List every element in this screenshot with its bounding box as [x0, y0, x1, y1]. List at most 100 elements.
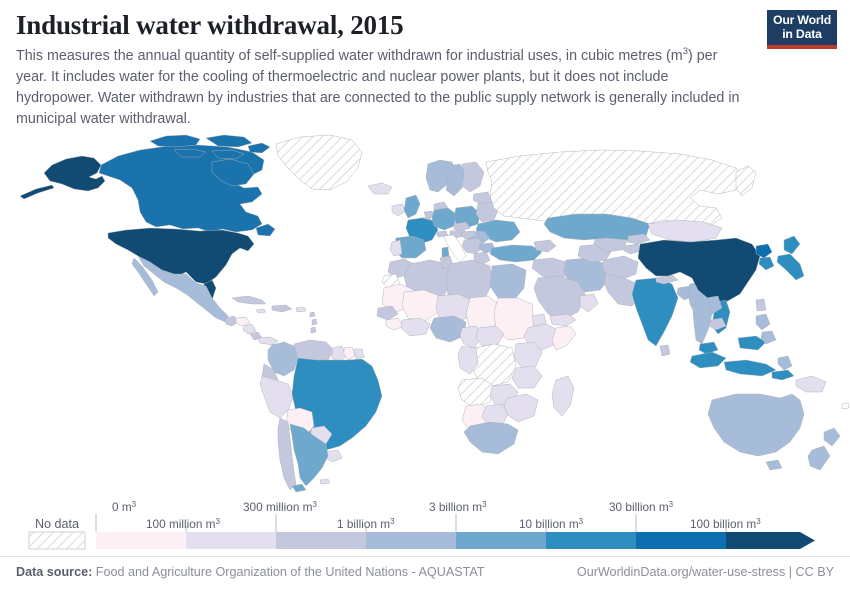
country-north-korea[interactable]	[755, 243, 773, 259]
country-india[interactable]	[631, 277, 679, 347]
attribution-link[interactable]: OurWorldinData.org/water-use-stress | CC…	[576, 565, 834, 579]
country-alaska[interactable]	[43, 155, 106, 192]
country-mali[interactable]	[401, 289, 441, 323]
legend-bin-5[interactable]	[546, 532, 636, 549]
country-colombia[interactable]	[267, 341, 299, 377]
country-french-guiana[interactable]	[353, 348, 365, 360]
country-somalia[interactable]	[551, 325, 577, 351]
country-greenland[interactable]	[275, 134, 363, 191]
legend-svg[interactable]: No data 0 m3 100 million m3 300 million …	[0, 496, 850, 552]
country-aleutians[interactable]	[19, 184, 55, 200]
country-italy[interactable]	[443, 234, 467, 263]
country-argentina[interactable]	[289, 423, 329, 487]
country-sri-lanka[interactable]	[659, 344, 671, 357]
country-philippines[interactable]	[755, 313, 777, 345]
country-tierra-del-fuego[interactable]	[291, 483, 307, 493]
country-united-kingdom[interactable]	[403, 194, 421, 219]
country-kamchatka[interactable]	[735, 165, 757, 197]
country-japan[interactable]	[776, 235, 805, 281]
country-australia[interactable]	[707, 393, 805, 457]
country-egypt[interactable]	[489, 263, 527, 301]
legend-no-data-swatch[interactable]	[28, 531, 86, 550]
country-senegal-guinea[interactable]	[376, 305, 399, 321]
country-fiji[interactable]	[841, 402, 850, 410]
country-nepal[interactable]	[655, 274, 679, 285]
country-sweden[interactable]	[445, 163, 467, 197]
map-legend[interactable]: No data 0 m3 100 million m3 300 million …	[0, 496, 850, 552]
country-jamaica[interactable]	[255, 308, 267, 314]
country-south-korea[interactable]	[758, 256, 775, 271]
legend-bin-4[interactable]	[456, 532, 546, 549]
country-kyrgyzstan[interactable]	[627, 233, 651, 245]
country-portugal[interactable]	[389, 239, 403, 257]
country-south-africa[interactable]	[463, 421, 519, 455]
country-uganda-kenya[interactable]	[513, 341, 543, 369]
country-sierra-liberia[interactable]	[385, 317, 405, 331]
country-sardinia[interactable]	[441, 246, 450, 258]
country-suriname[interactable]	[343, 346, 356, 361]
country-thailand[interactable]	[692, 299, 713, 345]
country-afghanistan[interactable]	[601, 255, 639, 281]
country-oman[interactable]	[579, 293, 599, 313]
country-falkland-islands[interactable]	[319, 478, 331, 485]
country-malaysia[interactable]	[698, 335, 767, 355]
country-central-african-republic[interactable]	[475, 325, 505, 347]
country-tajikistan[interactable]	[622, 243, 643, 255]
country-syria-iraq[interactable]	[531, 257, 571, 281]
country-angola[interactable]	[457, 377, 495, 409]
country-sudan[interactable]	[493, 297, 535, 341]
country-eritrea[interactable]	[531, 313, 547, 327]
country-newfoundland[interactable]	[255, 223, 276, 237]
country-nigeria[interactable]	[429, 315, 467, 343]
legend-bin-1[interactable]	[186, 532, 276, 549]
country-pakistan[interactable]	[603, 273, 643, 307]
country-nicaragua[interactable]	[242, 323, 257, 335]
owid-logo[interactable]: Our World in Data	[767, 10, 837, 49]
world-choropleth-map[interactable]	[0, 132, 850, 497]
country-mongolia[interactable]	[647, 219, 723, 243]
country-turkey[interactable]	[489, 244, 543, 263]
country-lesser-antilles[interactable]	[309, 311, 318, 334]
country-hispaniola[interactable]	[271, 304, 293, 313]
country-sulawesi[interactable]	[777, 355, 793, 371]
country-hungary[interactable]	[460, 230, 478, 240]
country-uruguay[interactable]	[325, 449, 343, 463]
country-ireland[interactable]	[391, 203, 407, 217]
country-tanzania[interactable]	[511, 365, 543, 389]
legend-bin-3[interactable]	[366, 532, 456, 549]
country-baja-california[interactable]	[131, 257, 159, 297]
country-yemen[interactable]	[549, 313, 577, 327]
country-czechia[interactable]	[453, 221, 471, 232]
map-svg[interactable]	[0, 132, 850, 497]
country-honduras[interactable]	[235, 316, 251, 327]
country-new-zealand[interactable]	[807, 427, 841, 471]
country-finland[interactable]	[461, 161, 485, 193]
country-cuba[interactable]	[231, 295, 267, 305]
country-georgia-caucasus[interactable]	[533, 239, 557, 253]
country-ivory-coast-ghana[interactable]	[400, 317, 431, 337]
legend-bin-7[interactable]	[726, 532, 815, 549]
country-niger[interactable]	[435, 293, 473, 325]
country-china[interactable]	[637, 237, 761, 303]
country-iceland[interactable]	[367, 182, 393, 195]
legend-bin-6[interactable]	[636, 532, 726, 549]
country-baltics[interactable]	[472, 191, 493, 205]
country-puerto-rico[interactable]	[295, 306, 307, 313]
country-poland[interactable]	[453, 205, 481, 229]
country-canada[interactable]	[98, 144, 265, 233]
country-germany[interactable]	[431, 207, 457, 231]
country-indonesia[interactable]	[689, 351, 795, 381]
country-papua-new-guinea[interactable]	[795, 375, 827, 393]
country-guatemala[interactable]	[225, 315, 239, 327]
country-tasmania[interactable]	[765, 459, 783, 471]
country-zimbabwe-mozambique[interactable]	[503, 393, 539, 423]
country-canada-arctic-islands[interactable]	[149, 134, 271, 160]
country-peru[interactable]	[259, 375, 295, 419]
country-saudi-arabia[interactable]	[533, 275, 587, 321]
country-gabon-congo[interactable]	[457, 345, 479, 375]
country-baffin-island[interactable]	[211, 158, 255, 187]
legend-bin-2[interactable]	[276, 532, 366, 549]
legend-bin-0[interactable]	[96, 532, 186, 549]
country-madagascar[interactable]	[551, 375, 575, 417]
country-guyana[interactable]	[331, 345, 347, 363]
